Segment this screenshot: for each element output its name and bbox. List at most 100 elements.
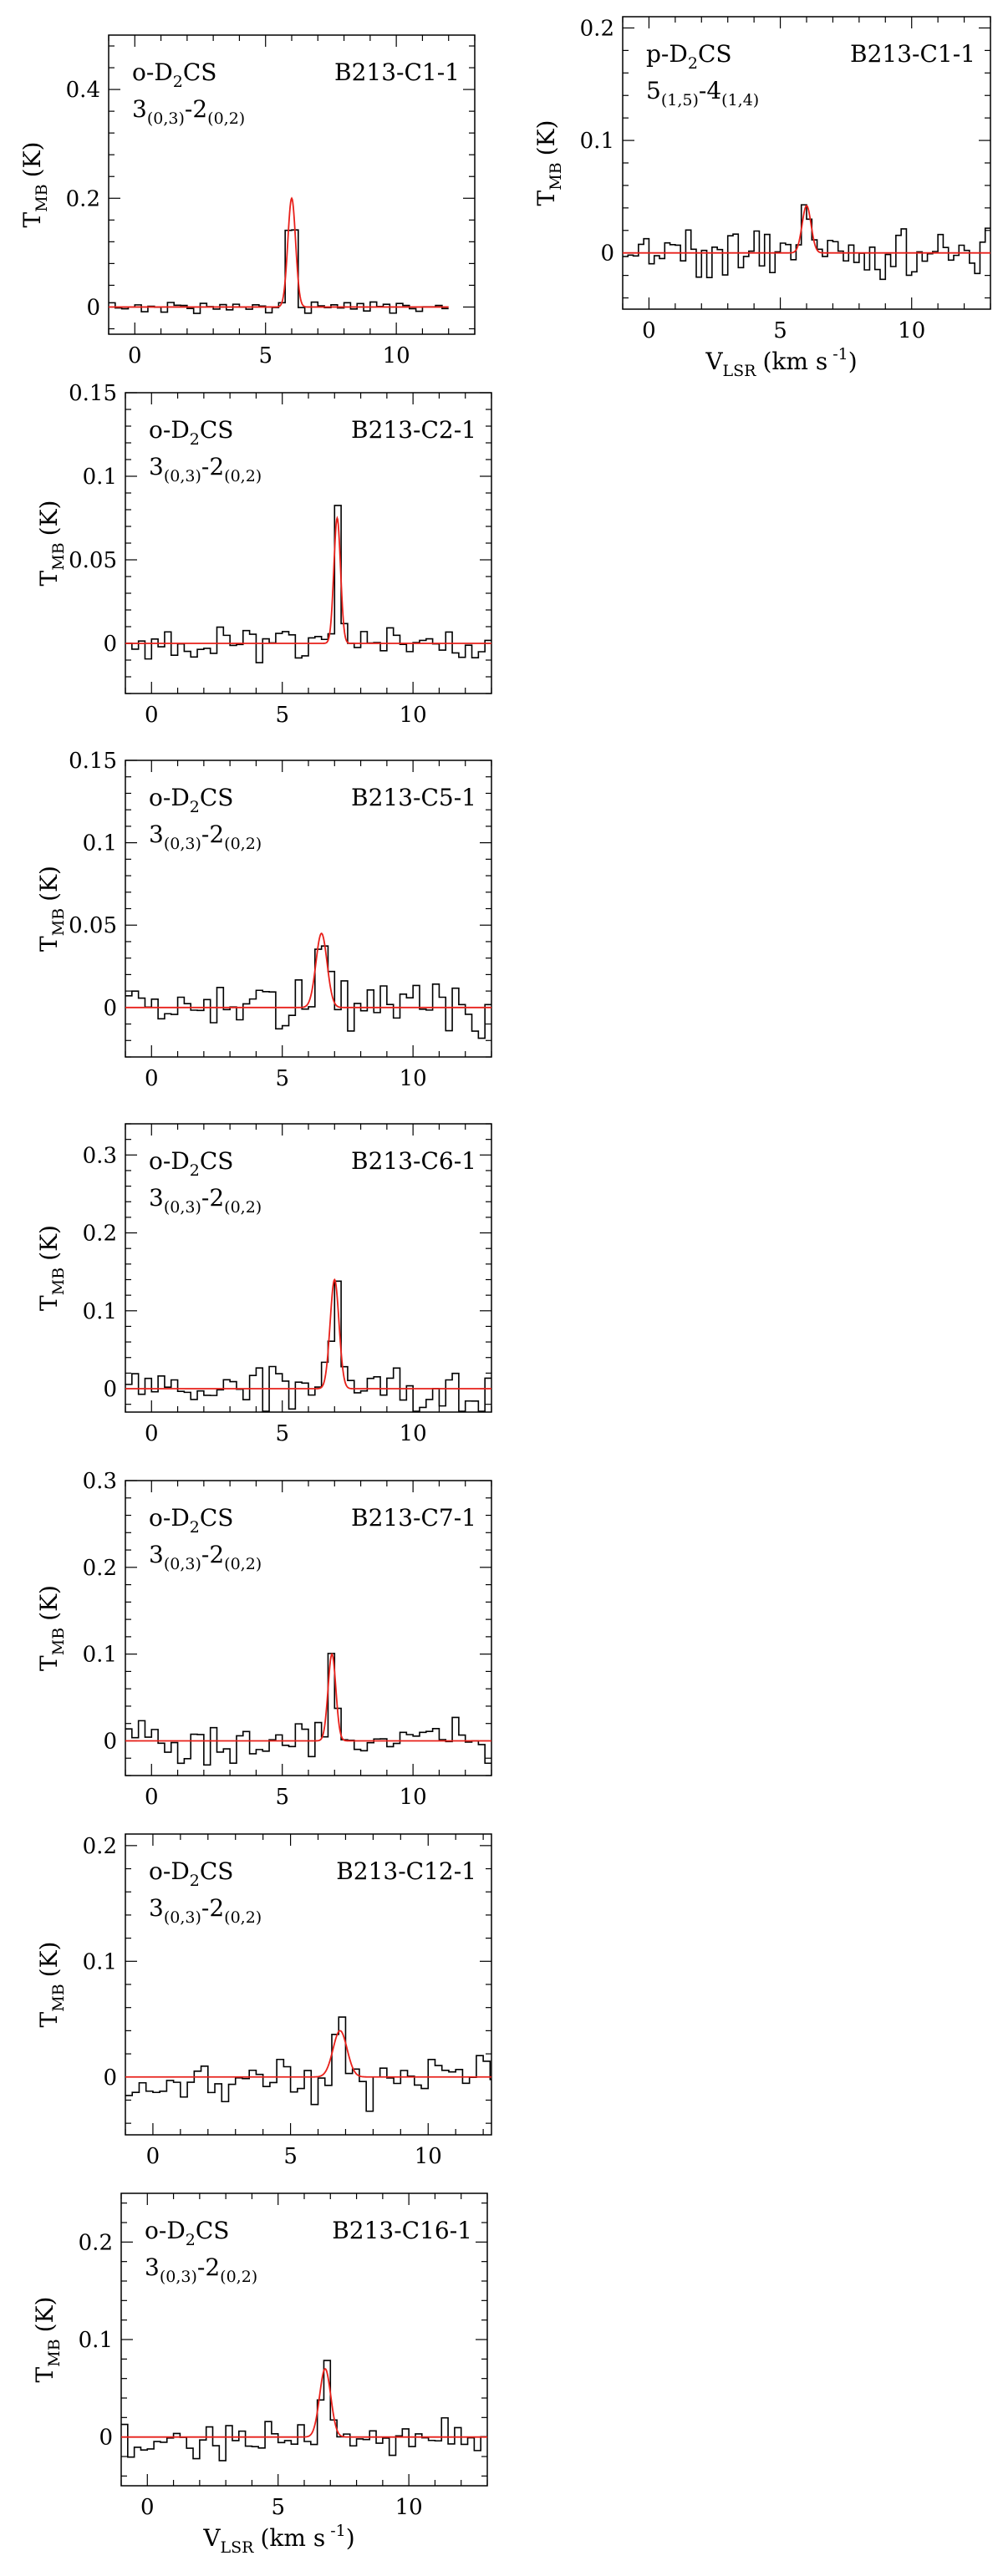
x-tick-label: 10 bbox=[400, 1785, 427, 1810]
species-label: p-D2CS bbox=[646, 40, 732, 73]
y-tick-label: 0 bbox=[103, 2065, 117, 2091]
spectrum-line bbox=[125, 945, 491, 1039]
species-label: o-D2CS bbox=[149, 1147, 233, 1180]
y-tick-label: 0.05 bbox=[69, 548, 117, 573]
gaussian-fit-line bbox=[125, 516, 491, 644]
y-tick-label: 0.2 bbox=[83, 1834, 117, 1859]
transition-label: 3(0,3)-2(0,2) bbox=[145, 2253, 257, 2286]
x-tick-label: 10 bbox=[395, 2495, 423, 2520]
spectrum-panel-2: 0 5 10 0 0.1 0.2 TMB(K) VLSR (km s -1) p-D2CS 5(1,5… bbox=[532, 16, 991, 380]
spectrum-panel-3: 0 5 10 0 0.05 0.1 0.15 TMB(K) o-D2CS 3(0,3)-2(0,2… bbox=[35, 381, 492, 728]
y-tick-label: 0 bbox=[99, 2426, 113, 2451]
species-label: o-D2CS bbox=[149, 1504, 233, 1537]
y-tick-label: 0.1 bbox=[580, 129, 614, 154]
x-tick-label: 0 bbox=[128, 343, 142, 368]
y-axis-label: TMB(K) bbox=[31, 2297, 64, 2383]
x-tick-label: 10 bbox=[383, 343, 410, 368]
x-tick-label: 10 bbox=[400, 1421, 427, 1446]
y-tick-label: 0.3 bbox=[83, 1469, 117, 1494]
gaussian-fit-line bbox=[109, 196, 449, 308]
source-label: B213-C12-1 bbox=[336, 1857, 476, 1885]
x-tick-label: 5 bbox=[275, 1066, 289, 1091]
x-tick-label: 5 bbox=[275, 703, 289, 728]
y-axis-label: TMB(K) bbox=[532, 120, 565, 206]
gaussian-fit-line bbox=[125, 1278, 491, 1390]
x-tick-label: 5 bbox=[773, 318, 787, 343]
species-label: o-D2CS bbox=[145, 2217, 229, 2249]
y-tick-label: 0 bbox=[86, 295, 100, 320]
y-tick-label: 0.1 bbox=[83, 1299, 117, 1324]
y-tick-label: 0.2 bbox=[66, 186, 100, 211]
transition-label: 3(0,3)-2(0,2) bbox=[149, 821, 262, 853]
y-tick-label: 0.15 bbox=[69, 749, 117, 774]
x-tick-label: 5 bbox=[283, 2144, 298, 2169]
y-tick-label: 0.05 bbox=[69, 913, 117, 938]
spectrum-line bbox=[125, 1280, 491, 1412]
spectrum-line bbox=[125, 505, 491, 663]
y-tick-label: 0 bbox=[103, 632, 117, 657]
source-label: B213-C1-1 bbox=[334, 58, 460, 86]
y-tick-label: 0.1 bbox=[83, 465, 117, 490]
y-axis-label: TMB(K) bbox=[35, 500, 68, 587]
y-axis-label: TMB(K) bbox=[35, 866, 68, 952]
x-tick-label: 10 bbox=[400, 1066, 427, 1091]
y-tick-label: 0 bbox=[103, 1729, 117, 1754]
y-tick-label: 0.2 bbox=[83, 1222, 117, 1247]
x-tick-label: 0 bbox=[145, 1785, 159, 1810]
x-tick-label: 0 bbox=[140, 2495, 155, 2520]
y-tick-label: 0.1 bbox=[79, 2328, 113, 2353]
y-tick-label: 0 bbox=[600, 241, 614, 267]
x-tick-label: 0 bbox=[145, 703, 159, 728]
x-tick-label: 5 bbox=[275, 1421, 289, 1446]
y-tick-label: 0.15 bbox=[69, 381, 117, 406]
source-label: B213-C6-1 bbox=[351, 1147, 476, 1175]
x-axis-label: VLSR (km s -1) bbox=[705, 345, 857, 380]
spectrum-panel-5: 0 5 10 0 0.1 0.2 0.3 TMB(K) o-D2CS 3(0,3)-2(0,2) B… bbox=[35, 1123, 492, 1446]
y-tick-label: 0.1 bbox=[83, 1949, 117, 1974]
source-label: B213-C2-1 bbox=[351, 416, 476, 444]
y-tick-label: 0 bbox=[103, 1377, 117, 1402]
spectrum-line bbox=[125, 2016, 491, 2112]
gaussian-fit-line bbox=[623, 205, 990, 254]
transition-label: 3(0,3)-2(0,2) bbox=[149, 1894, 262, 1927]
species-label: o-D2CS bbox=[132, 58, 216, 91]
species-label: o-D2CS bbox=[149, 1857, 233, 1890]
y-tick-label: 0.2 bbox=[79, 2230, 113, 2255]
source-label: B213-C16-1 bbox=[332, 2217, 472, 2244]
transition-label: 3(0,3)-2(0,2) bbox=[132, 95, 245, 128]
gaussian-fit-line bbox=[125, 2030, 491, 2078]
x-tick-label: 0 bbox=[642, 318, 656, 343]
x-tick-label: 0 bbox=[146, 2144, 160, 2169]
transition-label: 3(0,3)-2(0,2) bbox=[149, 1184, 262, 1217]
spectrum-panel-1: 0 5 10 0 0.2 0.4 TMB(K) o-D2CS 3(0,3)-2(0,2) B213… bbox=[18, 34, 476, 368]
source-label: B213-C5-1 bbox=[351, 784, 476, 811]
x-tick-label: 10 bbox=[400, 703, 427, 728]
x-tick-label: 5 bbox=[275, 1785, 289, 1810]
y-axis-label: TMB(K) bbox=[35, 1585, 68, 1671]
y-tick-label: 0.2 bbox=[580, 16, 614, 41]
y-tick-label: 0.4 bbox=[66, 78, 100, 103]
gaussian-fit-line bbox=[125, 932, 491, 1009]
y-axis-label: TMB(K) bbox=[35, 1225, 68, 1311]
spectrum-panel-7: 0 5 10 0 0.1 0.2 TMB(K) o-D2CS 3(0,3)-2(0,2) B213… bbox=[35, 1833, 492, 2169]
spectrum-line bbox=[121, 2360, 487, 2462]
species-label: o-D2CS bbox=[149, 784, 233, 816]
y-tick-label: 0.3 bbox=[83, 1143, 117, 1168]
y-tick-label: 0 bbox=[103, 996, 117, 1021]
source-label: B213-C7-1 bbox=[351, 1504, 476, 1532]
x-tick-label: 10 bbox=[415, 2144, 442, 2169]
species-label: o-D2CS bbox=[149, 416, 233, 449]
x-axis-label: VLSR (km s -1) bbox=[202, 2522, 354, 2557]
y-tick-label: 0.1 bbox=[83, 831, 117, 856]
y-axis-label: TMB(K) bbox=[35, 1942, 68, 2028]
source-label: B213-C1-1 bbox=[850, 40, 975, 68]
x-tick-label: 0 bbox=[145, 1066, 159, 1091]
spectrum-panel-8: 0 5 10 0 0.1 0.2 TMB(K) VLSR (km s -1) o-D2CS 3(0,3… bbox=[31, 2192, 488, 2557]
spectrum-line bbox=[125, 1653, 491, 1766]
spectrum-panel-4: 0 5 10 0 0.05 0.1 0.15 TMB(K) o-D2CS 3(0,3)-2(0,2… bbox=[35, 749, 492, 1091]
spectrum-line bbox=[109, 229, 449, 314]
gaussian-fit-line bbox=[121, 2367, 487, 2438]
spectrum-line bbox=[623, 204, 990, 281]
transition-label: 3(0,3)-2(0,2) bbox=[149, 1541, 262, 1573]
